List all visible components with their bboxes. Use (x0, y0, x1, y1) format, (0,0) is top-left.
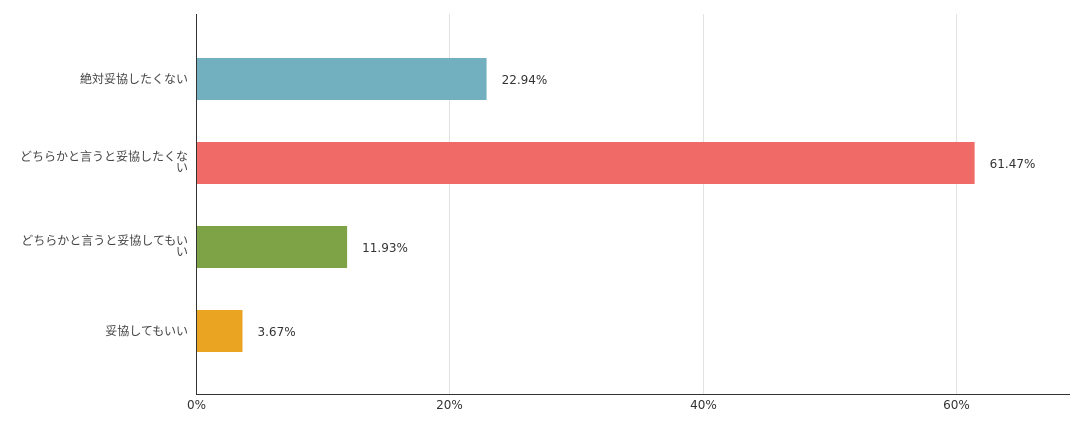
axes (196, 14, 1070, 395)
bar (197, 226, 348, 268)
x-tick-label: 60% (943, 398, 970, 412)
labels: 0% 20% 40% 60% 22.94% 絶対妥協したくない 61.47% どちらかと言うと… (20, 71, 1035, 412)
gridlines (449, 14, 957, 394)
data-label: 61.47% (990, 157, 1036, 171)
category-label: 妥協してもいい (105, 323, 188, 338)
bar (197, 58, 487, 100)
data-label: 11.93% (362, 241, 408, 255)
category-label: どちらかと言うと妥協してもい (21, 233, 188, 248)
category-label: 絶対妥協したくない (80, 71, 188, 86)
x-tick-label: 0% (187, 398, 206, 412)
bar (197, 310, 243, 352)
x-tick-label: 40% (690, 398, 717, 412)
data-label: 22.94% (502, 73, 548, 87)
category-label: どちらかと言うと妥協したくな (20, 149, 188, 164)
category-label: い (176, 245, 188, 259)
data-label: 3.67% (257, 325, 295, 339)
bar (197, 142, 975, 184)
category-label: い (176, 161, 188, 175)
x-tick-label: 20% (436, 398, 463, 412)
bars (197, 58, 975, 352)
